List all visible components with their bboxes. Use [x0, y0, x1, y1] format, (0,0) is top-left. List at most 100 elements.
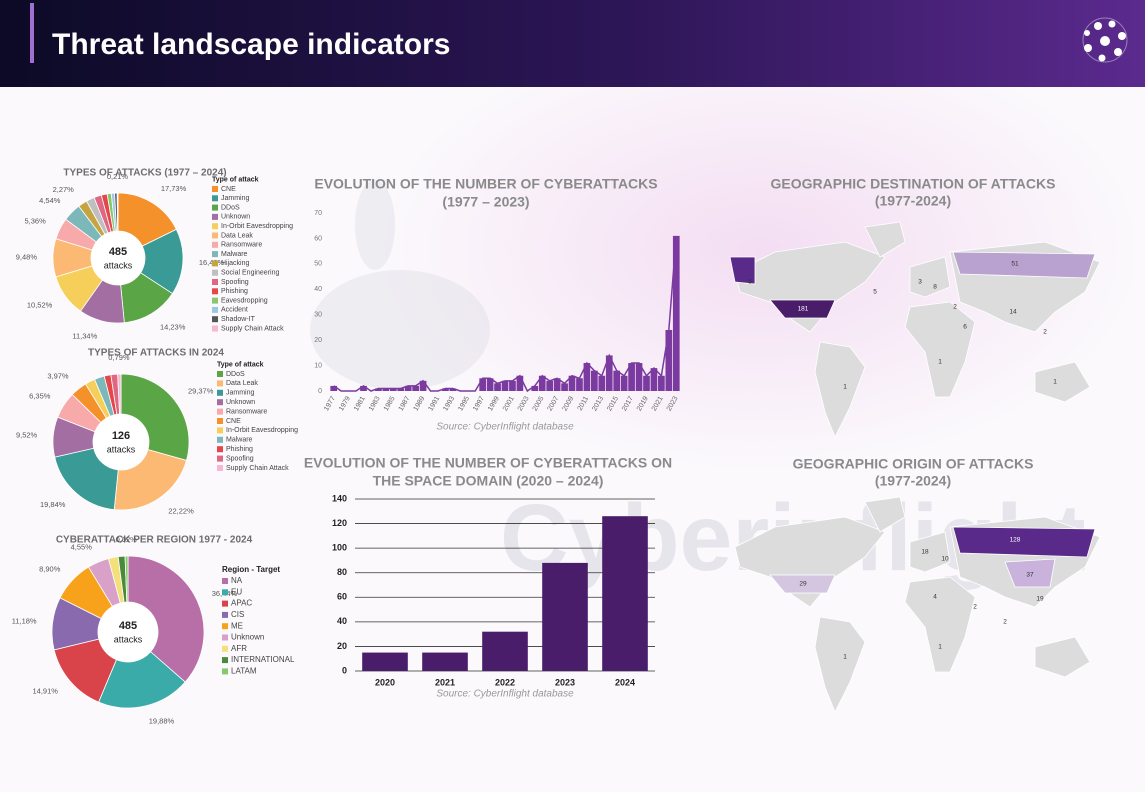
map-value: 51	[1011, 261, 1019, 268]
center-label: attacks	[107, 444, 136, 454]
legend-swatch	[212, 223, 218, 230]
bar	[449, 388, 457, 391]
y-tick-label: 60	[337, 592, 347, 602]
y-tick-label: 40	[337, 616, 347, 626]
legend-swatch	[222, 600, 228, 607]
bar	[389, 388, 397, 391]
map-country	[952, 251, 1096, 279]
chart-title: GEOGRAPHIC ORIGIN OF ATTACKS	[793, 456, 1034, 472]
legend-swatch	[217, 399, 223, 406]
map-value: 1	[843, 384, 847, 391]
value-label: 17,73%	[161, 184, 187, 193]
bar	[479, 378, 487, 391]
legend-label: NA	[231, 576, 243, 585]
bar	[613, 370, 621, 391]
value-label: 6,35%	[29, 391, 51, 400]
map-country	[769, 299, 836, 319]
y-tick-label: 140	[332, 493, 347, 503]
legend-label: DDoS	[221, 204, 240, 211]
bar	[404, 385, 412, 391]
legend-swatch	[217, 418, 223, 424]
legend-swatch	[212, 297, 218, 304]
value-label: 8,90%	[39, 565, 61, 574]
legend-label: Data Leak	[226, 380, 258, 387]
map-value: 1	[1053, 379, 1057, 386]
chart-title: EVOLUTION OF THE NUMBER OF CYBERATTACKS	[314, 176, 657, 192]
y-tick-label: 20	[314, 337, 322, 344]
value-label: 5,36%	[24, 216, 46, 225]
value-label: 0,21%	[107, 172, 129, 181]
legend-label: ME	[231, 621, 243, 630]
value-label: 14,23%	[160, 322, 186, 331]
bar	[672, 235, 680, 391]
center-value: 485	[109, 246, 127, 258]
legend-swatch	[222, 634, 228, 641]
bar	[561, 383, 568, 391]
legend-label: Jamming	[221, 195, 250, 202]
x-tick-label: 2023	[555, 677, 575, 687]
pie-slice	[116, 192, 119, 232]
legend-swatch	[212, 186, 218, 192]
value-label: 4,54%	[39, 196, 61, 205]
map-value: 3	[918, 279, 922, 286]
value-label: 19,88%	[149, 717, 175, 726]
bar	[620, 375, 628, 391]
legend-label: Data Leak	[221, 232, 253, 239]
source-note: Source: CyberInflight database	[436, 422, 574, 433]
legend-swatch	[212, 241, 218, 248]
legend-swatch	[222, 611, 228, 618]
legend-swatch	[222, 578, 228, 584]
legend-swatch	[217, 446, 223, 453]
bar	[583, 363, 591, 391]
bar	[494, 383, 501, 391]
map-value: 14	[1009, 309, 1017, 316]
legend-title: Region - Target	[222, 565, 280, 574]
value-label: 16,49%	[199, 258, 225, 267]
legend-label: Eavesdropping	[221, 297, 268, 304]
chart-title: CYBERATTACK PER REGION 1977 - 2024	[56, 535, 253, 546]
y-tick-label: 60	[314, 235, 322, 242]
bar	[382, 388, 390, 391]
y-tick-label: 100	[332, 543, 347, 553]
legend-label: Ransomware	[226, 408, 267, 415]
bar	[546, 380, 554, 391]
legend-label: APAC	[231, 599, 252, 608]
bar	[330, 385, 338, 391]
bar	[531, 385, 539, 391]
map-value: 2	[1003, 619, 1007, 626]
x-tick-label: 2021	[435, 677, 455, 687]
value-label: 9,52%	[16, 431, 38, 440]
map-country	[769, 574, 836, 594]
legend-label: Supply Chain Attack	[226, 465, 289, 472]
bar	[360, 385, 367, 391]
bar	[516, 375, 524, 391]
bar	[442, 388, 449, 391]
legend-label: Spoofing	[221, 279, 249, 286]
bar	[628, 363, 635, 391]
trend-line	[333, 235, 678, 393]
chart-title: TYPES OF ATTACKS IN 2024	[88, 348, 224, 359]
bar	[419, 380, 427, 391]
bar	[591, 370, 598, 391]
map-value: 128	[1010, 537, 1021, 544]
map-value: 6	[963, 324, 967, 331]
y-tick-label: 40	[314, 286, 322, 293]
bar	[602, 516, 648, 671]
legend-swatch	[217, 465, 223, 471]
bar	[568, 375, 576, 391]
bar	[362, 652, 408, 671]
value-label: 4,55%	[71, 542, 93, 551]
map-value: 5	[873, 289, 877, 296]
map-value: 18	[921, 549, 929, 556]
legend-swatch	[212, 325, 218, 332]
legend-swatch	[212, 251, 218, 258]
legend-swatch	[212, 204, 218, 211]
bar	[650, 368, 658, 391]
map-value: 8	[933, 284, 937, 291]
y-tick-label: 120	[332, 518, 347, 528]
legend-swatch	[217, 371, 223, 377]
bar	[598, 375, 606, 391]
world-map: 128 37 29 19 18 10 4 2 2 1 1	[734, 496, 1101, 713]
legend-swatch	[212, 269, 218, 276]
